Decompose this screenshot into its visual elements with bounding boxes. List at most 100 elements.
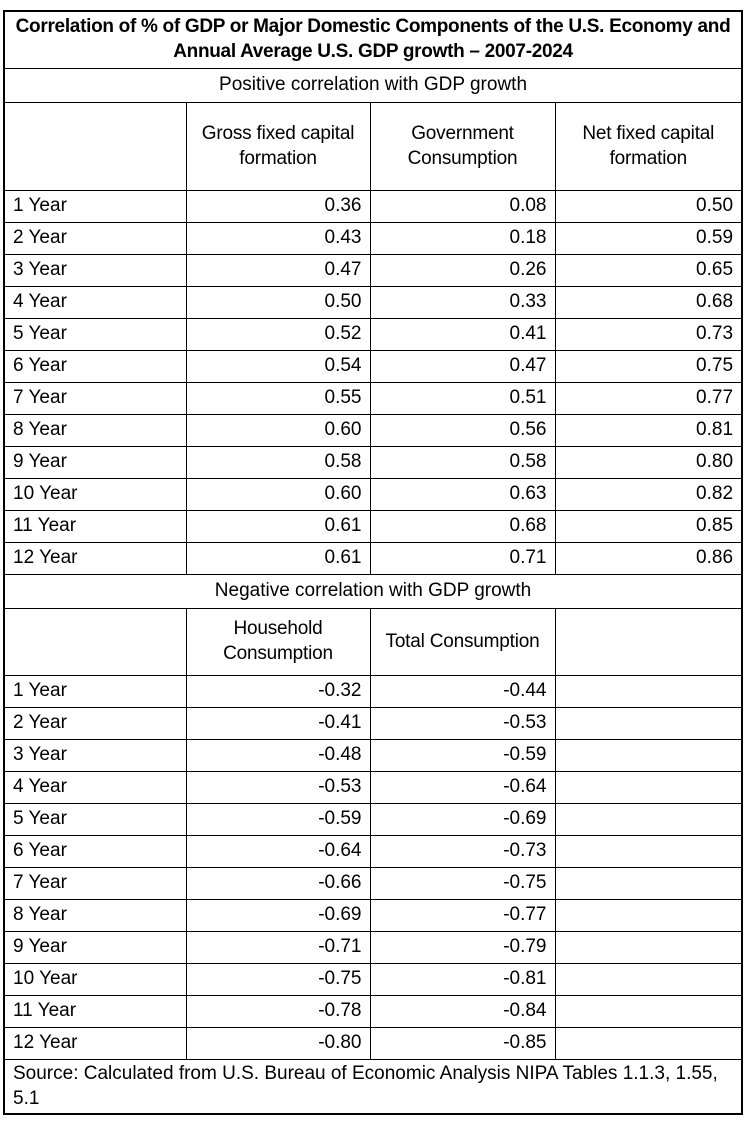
- value-cell: [554, 867, 743, 900]
- value-cell: 0.33: [369, 286, 556, 319]
- column-header-gross-fixed-capital-formation: Gross fixed capital formation: [185, 102, 371, 191]
- row-label: 6 Year: [3, 835, 187, 868]
- positive-column-header-row: Gross fixed capital formation Government…: [3, 102, 743, 191]
- value-cell: -0.71: [185, 931, 371, 964]
- positive-rows-body: 1 Year 0.36 0.08 0.50 2 Year 0.43 0.18 0.59 3 Ye…: [3, 190, 743, 575]
- value-cell: 0.85: [554, 510, 743, 543]
- row-label: 7 Year: [3, 382, 187, 415]
- value-cell: -0.44: [369, 675, 556, 708]
- value-cell: 0.55: [185, 382, 371, 415]
- table-row: 9 Year 0.58 0.58 0.80: [3, 446, 743, 479]
- value-cell: 0.08: [369, 190, 556, 223]
- table-row: 8 Year -0.69 -0.77: [3, 899, 743, 932]
- table-row: 6 Year -0.64 -0.73: [3, 835, 743, 868]
- value-cell: [554, 899, 743, 932]
- value-cell: -0.75: [185, 963, 371, 996]
- row-label: 8 Year: [3, 414, 187, 447]
- column-header-total-consumption: Total Consumption: [369, 608, 556, 676]
- value-cell: [554, 931, 743, 964]
- document-page: Correlation of % of GDP or Major Domesti…: [0, 10, 746, 1130]
- value-cell: -0.75: [369, 867, 556, 900]
- value-cell: 0.50: [554, 190, 743, 223]
- row-label: 12 Year: [3, 542, 187, 575]
- table-row: 11 Year 0.61 0.68 0.85: [3, 510, 743, 543]
- table-row: 7 Year 0.55 0.51 0.77: [3, 382, 743, 415]
- positive-section-header: Positive correlation with GDP growth: [3, 68, 743, 103]
- value-cell: 0.36: [185, 190, 371, 223]
- value-cell: 0.51: [369, 382, 556, 415]
- negative-section-header: Negative correlation with GDP growth: [3, 574, 743, 609]
- value-cell: 0.75: [554, 350, 743, 383]
- value-cell: 0.47: [185, 254, 371, 287]
- table-row: 6 Year 0.54 0.47 0.75: [3, 350, 743, 383]
- negative-column-header-row: Household Consumption Total Consumption: [3, 608, 743, 676]
- row-label: 8 Year: [3, 899, 187, 932]
- value-cell: 0.68: [554, 286, 743, 319]
- value-cell: [554, 995, 743, 1028]
- value-cell: -0.32: [185, 675, 371, 708]
- table-row: 12 Year 0.61 0.71 0.86: [3, 542, 743, 575]
- value-cell: -0.81: [369, 963, 556, 996]
- row-label: 6 Year: [3, 350, 187, 383]
- column-header-government-consumption: Government Consumption: [369, 102, 556, 191]
- value-cell: -0.66: [185, 867, 371, 900]
- value-cell: 0.81: [554, 414, 743, 447]
- table-row: 2 Year 0.43 0.18 0.59: [3, 222, 743, 255]
- positive-section-header-row: Positive correlation with GDP growth: [3, 68, 743, 103]
- value-cell: 0.18: [369, 222, 556, 255]
- value-cell: [554, 675, 743, 708]
- value-cell: 0.86: [554, 542, 743, 575]
- value-cell: -0.80: [185, 1027, 371, 1060]
- column-header-net-fixed-capital-formation: Net fixed capital formation: [554, 102, 743, 191]
- row-label: 9 Year: [3, 931, 187, 964]
- value-cell: -0.79: [369, 931, 556, 964]
- row-label: 11 Year: [3, 510, 187, 543]
- column-header-empty: [554, 608, 743, 676]
- row-label: 4 Year: [3, 286, 187, 319]
- row-label: 10 Year: [3, 478, 187, 511]
- value-cell: -0.84: [369, 995, 556, 1028]
- row-label: 3 Year: [3, 254, 187, 287]
- value-cell: -0.69: [185, 899, 371, 932]
- title-row: Correlation of % of GDP or Major Domesti…: [3, 10, 743, 69]
- correlation-table: Correlation of % of GDP or Major Domesti…: [3, 10, 744, 1116]
- row-label: 9 Year: [3, 446, 187, 479]
- row-label: 11 Year: [3, 995, 187, 1028]
- value-cell: 0.82: [554, 478, 743, 511]
- value-cell: 0.63: [369, 478, 556, 511]
- value-cell: 0.26: [369, 254, 556, 287]
- value-cell: -0.53: [185, 771, 371, 804]
- value-cell: -0.59: [185, 803, 371, 836]
- value-cell: -0.77: [369, 899, 556, 932]
- value-cell: -0.48: [185, 739, 371, 772]
- value-cell: [554, 1027, 743, 1060]
- row-label: 1 Year: [3, 190, 187, 223]
- table-title: Correlation of % of GDP or Major Domesti…: [3, 10, 743, 69]
- value-cell: 0.58: [185, 446, 371, 479]
- value-cell: 0.65: [554, 254, 743, 287]
- value-cell: 0.80: [554, 446, 743, 479]
- table-row: 12 Year -0.80 -0.85: [3, 1027, 743, 1060]
- value-cell: 0.41: [369, 318, 556, 351]
- row-label: 5 Year: [3, 318, 187, 351]
- row-label: 10 Year: [3, 963, 187, 996]
- table-row: 9 Year -0.71 -0.79: [3, 931, 743, 964]
- value-cell: [554, 963, 743, 996]
- table-row: 4 Year -0.53 -0.64: [3, 771, 743, 804]
- value-cell: [554, 739, 743, 772]
- row-label: 2 Year: [3, 222, 187, 255]
- value-cell: -0.41: [185, 707, 371, 740]
- table-row: 3 Year -0.48 -0.59: [3, 739, 743, 772]
- column-header-empty: [3, 102, 187, 191]
- value-cell: -0.64: [369, 771, 556, 804]
- row-label: 7 Year: [3, 867, 187, 900]
- value-cell: -0.78: [185, 995, 371, 1028]
- value-cell: 0.59: [554, 222, 743, 255]
- value-cell: -0.69: [369, 803, 556, 836]
- value-cell: [554, 707, 743, 740]
- column-header-empty: [3, 608, 187, 676]
- value-cell: -0.73: [369, 835, 556, 868]
- table-row: 5 Year -0.59 -0.69: [3, 803, 743, 836]
- value-cell: -0.85: [369, 1027, 556, 1060]
- value-cell: 0.77: [554, 382, 743, 415]
